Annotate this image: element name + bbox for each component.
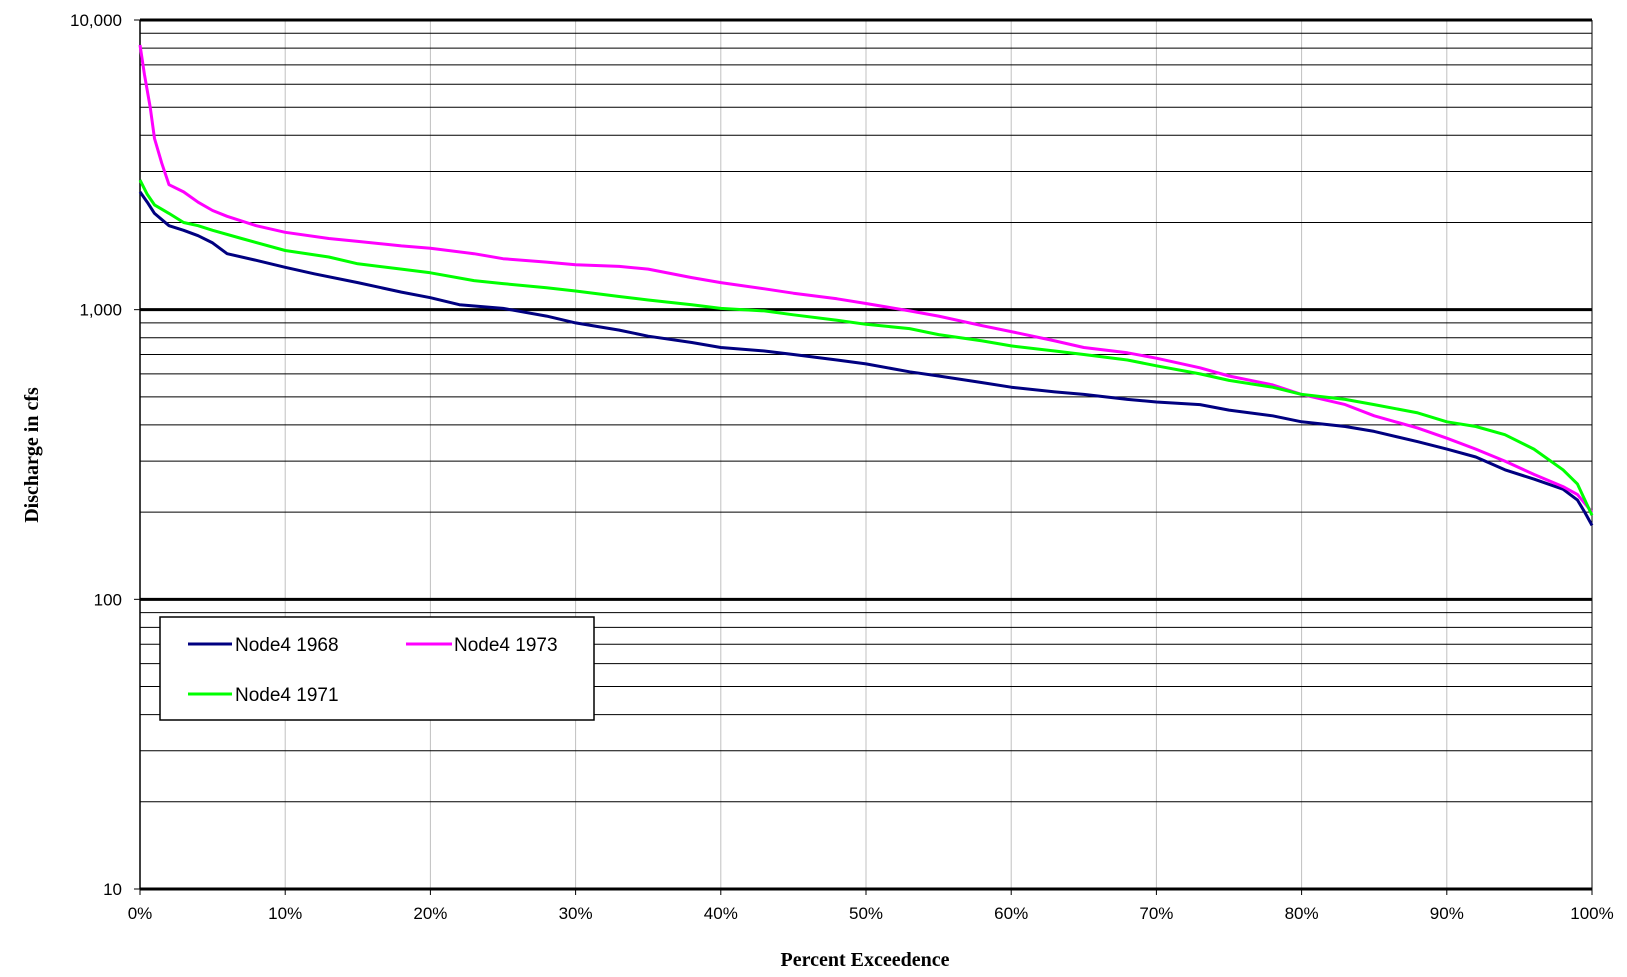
- grid-minor-lines: [140, 20, 1592, 889]
- grid-major-lines: [134, 18, 1593, 895]
- x-tick-label-1: 10%: [268, 904, 302, 923]
- y-tick-label-1: 100: [94, 590, 122, 609]
- y-axis-title: Discharge in cfs: [21, 387, 43, 523]
- x-tick-label-7: 70%: [1139, 904, 1173, 923]
- series-line-node4-1968: [138, 191, 1594, 527]
- y-tick-label-0: 10: [103, 880, 122, 899]
- series-line-node4-1971: [138, 179, 1594, 516]
- series-layer: [138, 44, 1594, 527]
- x-tick-label-5: 50%: [849, 904, 883, 923]
- x-tick-label-10: 100%: [1570, 904, 1613, 923]
- x-tick-label-4: 40%: [704, 904, 738, 923]
- x-tick-label-0: 0%: [128, 904, 153, 923]
- y-tick-labels: 10 100 1,000 10,000: [70, 11, 122, 899]
- x-tick-label-9: 90%: [1430, 904, 1464, 923]
- x-axis-title: Percent Exceedence: [781, 949, 950, 971]
- y-tick-label-3: 10,000: [70, 11, 122, 30]
- series-line-node4-1973: [138, 44, 1594, 514]
- x-tick-label-6: 60%: [994, 904, 1028, 923]
- x-tick-label-8: 80%: [1285, 904, 1319, 923]
- x-tick-label-3: 30%: [559, 904, 593, 923]
- x-tick-label-2: 20%: [413, 904, 447, 923]
- legend-label-node4-1973: Node4 1973: [454, 635, 558, 656]
- x-tick-labels: 0% 10% 20% 30% 40% 50% 60% 70% 80% 90% 100%: [128, 904, 1614, 923]
- legend-box: [159, 616, 595, 721]
- legend: Node4 1968 Node4 1973 Node4 1971: [159, 616, 595, 721]
- legend-label-node4-1971: Node4 1971: [235, 685, 339, 706]
- legend-label-node4-1968: Node4 1968: [235, 635, 339, 656]
- y-tick-label-2: 1,000: [79, 301, 122, 320]
